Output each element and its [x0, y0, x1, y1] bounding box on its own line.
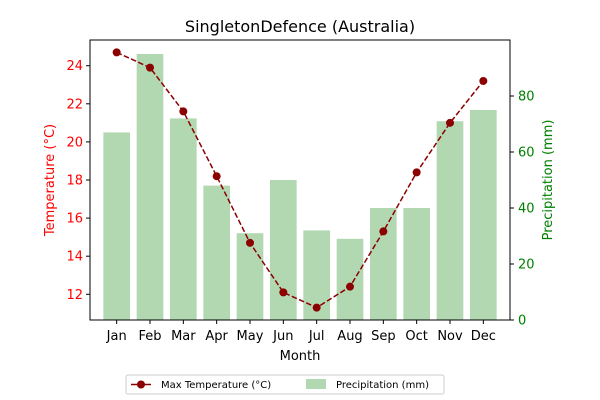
temperature-line: [116, 51, 484, 309]
temperature-point: [379, 227, 388, 236]
x-tick-label: Jun: [272, 329, 293, 344]
y-axis-left-label: Temperature (°C): [43, 124, 58, 237]
x-axis-label: Month: [280, 349, 321, 364]
x-tick-label: Jul: [308, 329, 325, 344]
legend: Max Temperature (°C) Precipitation (mm): [125, 374, 445, 395]
temperature-point: [279, 288, 288, 297]
y-right-tick-label: 20: [518, 258, 535, 273]
y-axis-right-label: Precipitation (mm): [541, 120, 556, 241]
legend-frame: [125, 374, 445, 395]
legend-entry-temperature: Max Temperature (°C): [161, 380, 271, 391]
y-right-tick-label: 40: [518, 202, 535, 217]
x-tick-label: Jan: [106, 329, 127, 344]
temperature-point: [146, 63, 154, 72]
x-tick-label: May: [237, 329, 264, 344]
x-tick-label: Feb: [138, 329, 161, 344]
precipitation-bar: [170, 118, 197, 321]
precipitation-bar: [403, 208, 430, 320]
y-right-tick-label: 60: [518, 146, 535, 161]
legend-bar-swatch: [306, 379, 326, 389]
temperature-point: [112, 48, 121, 57]
precipitation-bar: [203, 185, 230, 320]
chart-title: SingletonDefence (Australia): [185, 17, 415, 36]
temperature-point: [479, 76, 488, 85]
y-left-tick-label: 24: [66, 59, 83, 74]
y-right-tick-label: 80: [518, 90, 535, 105]
y-left-tick-label: 14: [66, 250, 83, 265]
x-tick-label: Nov: [437, 329, 463, 344]
precipitation-bar: [103, 132, 130, 320]
precipitation-bar: [336, 238, 364, 320]
y-left-tick-label: 22: [66, 97, 83, 112]
x-tick-label: Oct: [405, 329, 427, 344]
precipitation-bar: [236, 233, 264, 320]
y-left-tick-label: 12: [66, 288, 83, 303]
temperature-point: [246, 238, 254, 247]
precipitation-bar: [270, 180, 297, 320]
precipitation-bar: [436, 121, 464, 320]
temperature-point: [346, 282, 354, 291]
legend-entry-precipitation: Precipitation (mm): [336, 380, 429, 391]
legend-marker-swatch: [137, 380, 145, 389]
x-tick-label: Mar: [171, 329, 196, 344]
x-tick-label: Sep: [371, 329, 396, 344]
y-right-tick-label: 0: [518, 314, 526, 329]
x-tick-label: Apr: [205, 329, 228, 344]
y-left-tick-label: 18: [66, 174, 83, 189]
plot-frame: [89, 39, 511, 321]
temperature-point: [412, 168, 421, 177]
x-tick-label: Dec: [471, 329, 496, 344]
precipitation-bar: [470, 110, 497, 320]
temperature-point: [312, 303, 321, 312]
temperature-point: [212, 172, 221, 181]
precipitation-bar: [136, 54, 164, 320]
temperature-point: [446, 118, 454, 127]
temperature-point: [179, 107, 188, 116]
x-tick-label: Aug: [337, 329, 362, 344]
precipitation-bar: [370, 208, 397, 320]
plot-area: Jan Feb Mar Apr May Jun Jul Aug Sep Oct Nov Dec 12 14…: [66, 48, 535, 344]
y-left-tick-label: 16: [66, 212, 83, 227]
y-left-tick-label: 20: [66, 135, 83, 150]
